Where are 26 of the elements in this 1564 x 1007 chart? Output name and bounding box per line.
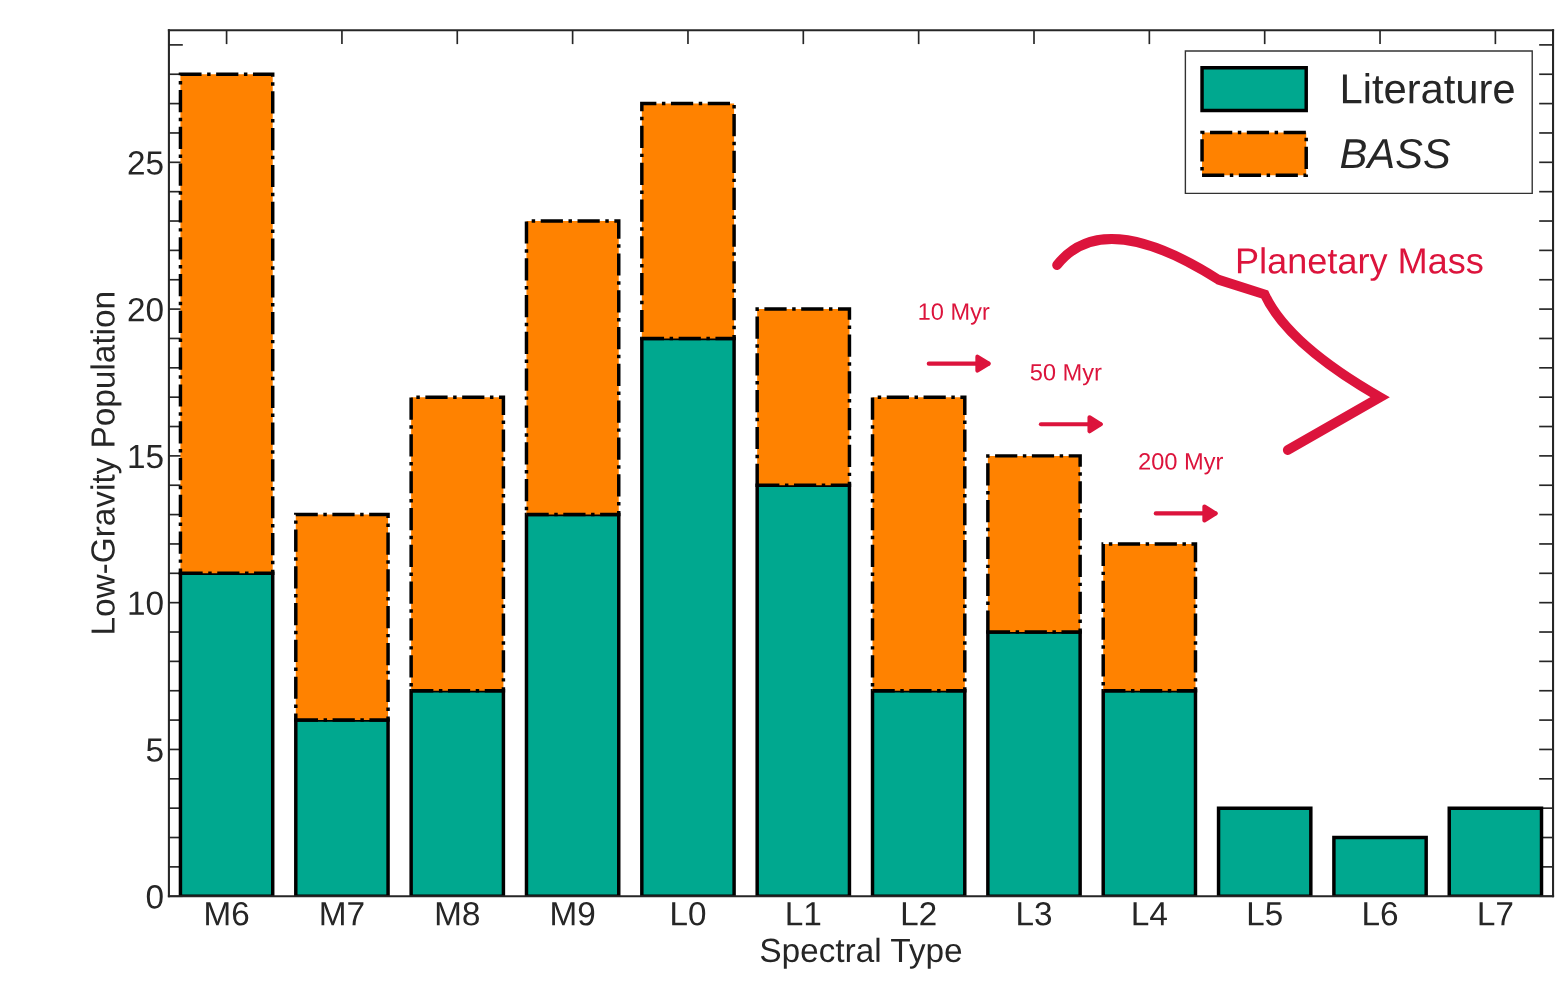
x-tick-label: M6: [206, 901, 249, 926]
x-tick-label: M9: [552, 901, 595, 926]
annotation: 200 Myr: [1139, 453, 1223, 475]
legend-label: Literature: [1342, 72, 1514, 104]
annotation: Planetary Mass: [1237, 247, 1483, 281]
x-tick-label: M7: [321, 902, 364, 926]
y-tick-label: 15: [129, 445, 163, 469]
annotation: 10 Myr: [919, 303, 990, 325]
x-tick-label: L0: [672, 901, 706, 926]
y-tick-label: 10: [129, 591, 163, 616]
legend-label: BASS: [1340, 138, 1451, 169]
x-tick-label: L4: [1133, 902, 1167, 926]
x-tick-label: M8: [436, 901, 479, 926]
y-tick-label: 25: [128, 151, 163, 175]
x-tick-label: L6: [1364, 901, 1398, 926]
x-tick-label: L5: [1248, 902, 1282, 926]
y-tick-label: 20: [128, 297, 163, 322]
annotation: 50 Myr: [1030, 363, 1102, 386]
x-axis-title: Spectral Type: [760, 937, 962, 969]
y-axis-title: Low-Gravity Population: [90, 293, 122, 633]
x-tick-label: L3: [1018, 901, 1052, 926]
x-tick-label: L2: [902, 901, 936, 926]
x-tick-label: L7: [1479, 902, 1513, 926]
y-tick-label: 0: [146, 885, 163, 909]
y-tick-label: 5: [146, 738, 163, 762]
x-tick-label: L1: [787, 902, 821, 926]
